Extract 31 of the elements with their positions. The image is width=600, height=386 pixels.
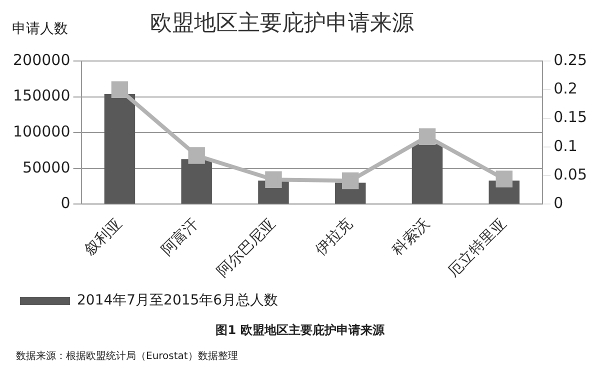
chart-title: 欧盟地区主要庇护申请来源 xyxy=(150,10,414,38)
point xyxy=(496,170,513,188)
legend-label: 2014年7月至2015年6月总人数 xyxy=(77,292,278,309)
y2-tick-label: 0.05 xyxy=(554,165,588,184)
x-tick-label: 叙利亚 xyxy=(80,214,126,259)
y2-tick-label: 0 xyxy=(554,194,564,212)
point xyxy=(418,128,436,145)
y2-tick-label: 0.1 xyxy=(554,136,578,155)
y2-tick-label: 0.2 xyxy=(554,80,578,98)
y-tick-label: 100000 xyxy=(12,122,70,141)
bar xyxy=(181,159,212,204)
source-note: 数据来源：根据欧盟统计局（Eurostat）数据整理 xyxy=(16,350,239,363)
y-tick-label: 50000 xyxy=(22,158,70,176)
x-tick-label: 科索沃 xyxy=(388,214,433,259)
x-tick-label: 阿尔巴尼亚 xyxy=(213,214,280,280)
x-tick-label: 伊拉克 xyxy=(311,214,356,259)
y-axis-title: 申请人数 xyxy=(12,20,68,38)
y2-tick-label: 0.15 xyxy=(554,108,588,126)
point xyxy=(342,172,359,190)
y2-tick-label: 0.25 xyxy=(554,50,588,69)
point xyxy=(188,147,205,164)
x-tick-label: 阿富汗 xyxy=(158,214,202,259)
x-tick-label: 厄立特里亚 xyxy=(444,214,510,280)
y-tick-label: 0 xyxy=(60,194,70,212)
point xyxy=(265,171,282,188)
y-tick-label: 200000 xyxy=(12,50,70,69)
point xyxy=(111,81,128,98)
bar xyxy=(412,144,443,204)
caption: 图1 欧盟地区主要庇护申请来源 xyxy=(214,322,386,339)
y-tick-label: 150000 xyxy=(12,86,70,105)
bar xyxy=(104,94,136,204)
